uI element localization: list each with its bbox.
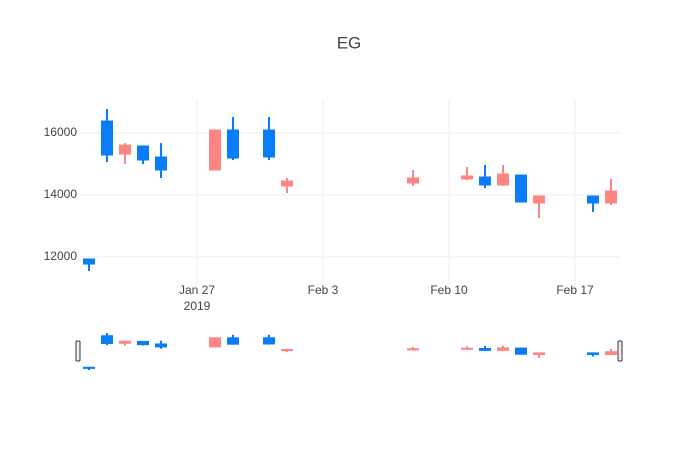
x-tick-label: Feb 3 bbox=[308, 283, 339, 297]
candle-body-mini bbox=[497, 347, 509, 351]
candle-body-mini bbox=[281, 348, 293, 352]
candle-body-mini bbox=[515, 347, 527, 355]
candle-body-mini bbox=[209, 337, 221, 348]
candle-body bbox=[479, 176, 491, 186]
candle-body-mini bbox=[83, 366, 95, 369]
candle-body bbox=[263, 129, 275, 158]
x-tick-label: Feb 17 bbox=[556, 283, 594, 297]
candle-body bbox=[533, 195, 545, 204]
candle-body bbox=[281, 180, 293, 187]
candle-body bbox=[515, 174, 527, 203]
candle-body bbox=[101, 120, 113, 156]
x-tick-label: Jan 27 bbox=[179, 283, 215, 297]
candle-body-mini bbox=[263, 337, 275, 345]
candle-body bbox=[155, 156, 167, 171]
candle-body-mini bbox=[407, 348, 419, 351]
range-handle[interactable] bbox=[75, 340, 81, 362]
candle-body-mini bbox=[479, 348, 491, 351]
range-handle[interactable] bbox=[617, 340, 623, 362]
candle-body-mini bbox=[155, 343, 167, 348]
candle-body-mini bbox=[587, 352, 599, 355]
candle-body bbox=[83, 258, 95, 265]
candle-body bbox=[209, 129, 221, 171]
candle-body-mini bbox=[461, 347, 473, 350]
chart-title: EG bbox=[337, 33, 362, 52]
x-tick-label: Feb 10 bbox=[430, 283, 468, 297]
candle-body bbox=[119, 144, 131, 155]
candle-body bbox=[407, 177, 419, 184]
candle-body bbox=[587, 195, 599, 204]
candle-body bbox=[461, 175, 473, 180]
x-tick-sublabel: 2019 bbox=[184, 299, 211, 313]
candle-body-mini bbox=[137, 340, 149, 346]
candle-body-mini bbox=[119, 340, 131, 344]
candle-body-mini bbox=[227, 337, 239, 345]
y-tick-label: 12000 bbox=[44, 249, 78, 263]
candle-body bbox=[605, 190, 617, 204]
y-tick-label: 16000 bbox=[44, 125, 78, 139]
candle-body-mini bbox=[101, 335, 113, 345]
candle-body-mini bbox=[605, 351, 617, 355]
candle-body bbox=[497, 173, 509, 186]
candle-body bbox=[137, 145, 149, 161]
y-tick-label: 14000 bbox=[44, 187, 78, 201]
candle-body-mini bbox=[533, 352, 545, 355]
candle-body bbox=[227, 129, 239, 159]
